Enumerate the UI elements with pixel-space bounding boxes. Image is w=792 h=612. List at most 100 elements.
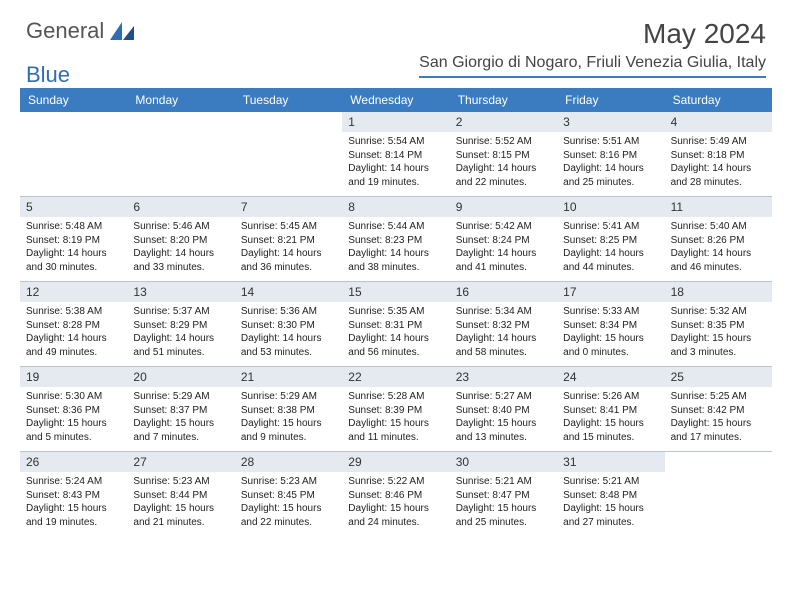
sunset-line: Sunset: 8:24 PM — [456, 234, 551, 248]
sunset-line: Sunset: 8:41 PM — [563, 404, 658, 418]
day-number: 4 — [665, 112, 772, 132]
dow-cell: Sunday — [20, 88, 127, 112]
sunset-line: Sunset: 8:19 PM — [26, 234, 121, 248]
sunrise-line: Sunrise: 5:40 AM — [671, 220, 766, 234]
day-number: 12 — [20, 282, 127, 302]
sunset-line: Sunset: 8:29 PM — [133, 319, 228, 333]
day-cell: 30Sunrise: 5:21 AMSunset: 8:47 PMDayligh… — [450, 452, 557, 536]
week-row: 19Sunrise: 5:30 AMSunset: 8:36 PMDayligh… — [20, 366, 772, 451]
day-number: 7 — [235, 197, 342, 217]
day-cell-empty — [235, 112, 342, 196]
sunset-line: Sunset: 8:42 PM — [671, 404, 766, 418]
sunrise-line: Sunrise: 5:35 AM — [348, 305, 443, 319]
sunrise-line: Sunrise: 5:38 AM — [26, 305, 121, 319]
day-cell: 31 Sunrise: 5:21 AMSunset: 8:48 PMDayligh… — [557, 452, 664, 536]
dow-cell: Wednesday — [342, 88, 449, 112]
sunrise-line: Sunrise: 5:54 AM — [348, 135, 443, 149]
daylight-line: Daylight: 14 hours and 19 minutes. — [348, 162, 443, 189]
day-number: 24 — [557, 367, 664, 387]
daylight-line: Daylight: 15 hours and 5 minutes. — [26, 417, 121, 444]
day-cell: 28Sunrise: 5:23 AMSunset: 8:45 PMDayligh… — [235, 452, 342, 536]
sunrise-line: Sunrise: 5:22 AM — [348, 475, 443, 489]
dow-header: SundayMondayTuesdayWednesdayThursdayFrid… — [20, 88, 772, 112]
sunrise-line: Sunrise: 5:29 AM — [241, 390, 336, 404]
daylight-line: Daylight: 15 hours and 11 minutes. — [348, 417, 443, 444]
week-row: 5Sunrise: 5:48 AMSunset: 8:19 PMDaylight… — [20, 196, 772, 281]
sunrise-line: Sunrise: 5:41 AM — [563, 220, 658, 234]
sunrise-line: Sunrise: 5:21 AM — [456, 475, 551, 489]
sunset-line: Sunset: 8:35 PM — [671, 319, 766, 333]
sunrise-line: Sunrise: 5:42 AM — [456, 220, 551, 234]
dow-cell: Thursday — [450, 88, 557, 112]
daylight-line: Daylight: 15 hours and 24 minutes. — [348, 502, 443, 529]
sunset-line: Sunset: 8:20 PM — [133, 234, 228, 248]
daylight-line: Daylight: 14 hours and 44 minutes. — [563, 247, 658, 274]
sunset-line: Sunset: 8:14 PM — [348, 149, 443, 163]
sunrise-line: Sunrise: 5:29 AM — [133, 390, 228, 404]
day-number: 31 — [557, 452, 664, 472]
sunrise-line: Sunrise: 5:25 AM — [671, 390, 766, 404]
sunset-line: Sunset: 8:40 PM — [456, 404, 551, 418]
daylight-line: Daylight: 14 hours and 53 minutes. — [241, 332, 336, 359]
daylight-line: Daylight: 14 hours and 33 minutes. — [133, 247, 228, 274]
day-number: 30 — [450, 452, 557, 472]
sunset-line: Sunset: 8:48 PM — [563, 489, 658, 503]
sunset-line: Sunset: 8:46 PM — [348, 489, 443, 503]
day-cell-empty — [20, 112, 127, 196]
sunrise-line: Sunrise: 5:34 AM — [456, 305, 551, 319]
day-cell: 18Sunrise: 5:32 AMSunset: 8:35 PMDayligh… — [665, 282, 772, 366]
day-number: 8 — [342, 197, 449, 217]
day-number: 22 — [342, 367, 449, 387]
day-cell: 20Sunrise: 5:29 AMSunset: 8:37 PMDayligh… — [127, 367, 234, 451]
day-number: 16 — [450, 282, 557, 302]
sunset-line: Sunset: 8:26 PM — [671, 234, 766, 248]
day-cell: 5Sunrise: 5:48 AMSunset: 8:19 PMDaylight… — [20, 197, 127, 281]
sunrise-line: Sunrise: 5:24 AM — [26, 475, 121, 489]
sunrise-line: Sunrise: 5:36 AM — [241, 305, 336, 319]
day-number: 14 — [235, 282, 342, 302]
day-number: 2 — [450, 112, 557, 132]
day-cell: 23Sunrise: 5:27 AMSunset: 8:40 PMDayligh… — [450, 367, 557, 451]
daylight-line: Daylight: 15 hours and 3 minutes. — [671, 332, 766, 359]
sunrise-line: Sunrise: 5:21 AM — [563, 475, 658, 489]
day-number: 13 — [127, 282, 234, 302]
sunset-line: Sunset: 8:30 PM — [241, 319, 336, 333]
day-number: 9 — [450, 197, 557, 217]
sunrise-line: Sunrise: 5:49 AM — [671, 135, 766, 149]
day-cell: 29Sunrise: 5:22 AMSunset: 8:46 PMDayligh… — [342, 452, 449, 536]
day-cell: 6Sunrise: 5:46 AMSunset: 8:20 PMDaylight… — [127, 197, 234, 281]
sunrise-line: Sunrise: 5:23 AM — [241, 475, 336, 489]
day-cell: 12Sunrise: 5:38 AMSunset: 8:28 PMDayligh… — [20, 282, 127, 366]
day-number: 27 — [127, 452, 234, 472]
daylight-line: Daylight: 14 hours and 36 minutes. — [241, 247, 336, 274]
daylight-line: Daylight: 14 hours and 22 minutes. — [456, 162, 551, 189]
brand-name: General — [26, 18, 104, 44]
daylight-line: Daylight: 15 hours and 27 minutes. — [563, 502, 658, 529]
month-title: May 2024 — [419, 18, 766, 50]
sunrise-line: Sunrise: 5:32 AM — [671, 305, 766, 319]
day-cell: 7Sunrise: 5:45 AMSunset: 8:21 PMDaylight… — [235, 197, 342, 281]
day-cell: 24 Sunrise: 5:26 AMSunset: 8:41 PMDayligh… — [557, 367, 664, 451]
sunrise-line: Sunrise: 5:28 AM — [348, 390, 443, 404]
day-number: 17 — [557, 282, 664, 302]
daylight-line: Daylight: 15 hours and 15 minutes. — [563, 417, 658, 444]
day-number: 25 — [665, 367, 772, 387]
sunrise-line: Sunrise: 5:26 AM — [563, 390, 658, 404]
sunrise-line: Sunrise: 5:48 AM — [26, 220, 121, 234]
daylight-line: Daylight: 15 hours and 9 minutes. — [241, 417, 336, 444]
daylight-line: Daylight: 15 hours and 17 minutes. — [671, 417, 766, 444]
sunrise-line: Sunrise: 5:51 AM — [563, 135, 658, 149]
day-number: 28 — [235, 452, 342, 472]
dow-cell: Saturday — [665, 88, 772, 112]
day-number: 6 — [127, 197, 234, 217]
day-cell: 4Sunrise: 5:49 AMSunset: 8:18 PMDaylight… — [665, 112, 772, 196]
sunset-line: Sunset: 8:45 PM — [241, 489, 336, 503]
daylight-line: Daylight: 14 hours and 38 minutes. — [348, 247, 443, 274]
daylight-line: Daylight: 15 hours and 7 minutes. — [133, 417, 228, 444]
day-cell: 1Sunrise: 5:54 AMSunset: 8:14 PMDaylight… — [342, 112, 449, 196]
sunset-line: Sunset: 8:25 PM — [563, 234, 658, 248]
sunrise-line: Sunrise: 5:30 AM — [26, 390, 121, 404]
title-block: May 2024 San Giorgio di Nogaro, Friuli V… — [419, 18, 766, 78]
day-cell-empty — [665, 452, 772, 536]
daylight-line: Daylight: 15 hours and 13 minutes. — [456, 417, 551, 444]
